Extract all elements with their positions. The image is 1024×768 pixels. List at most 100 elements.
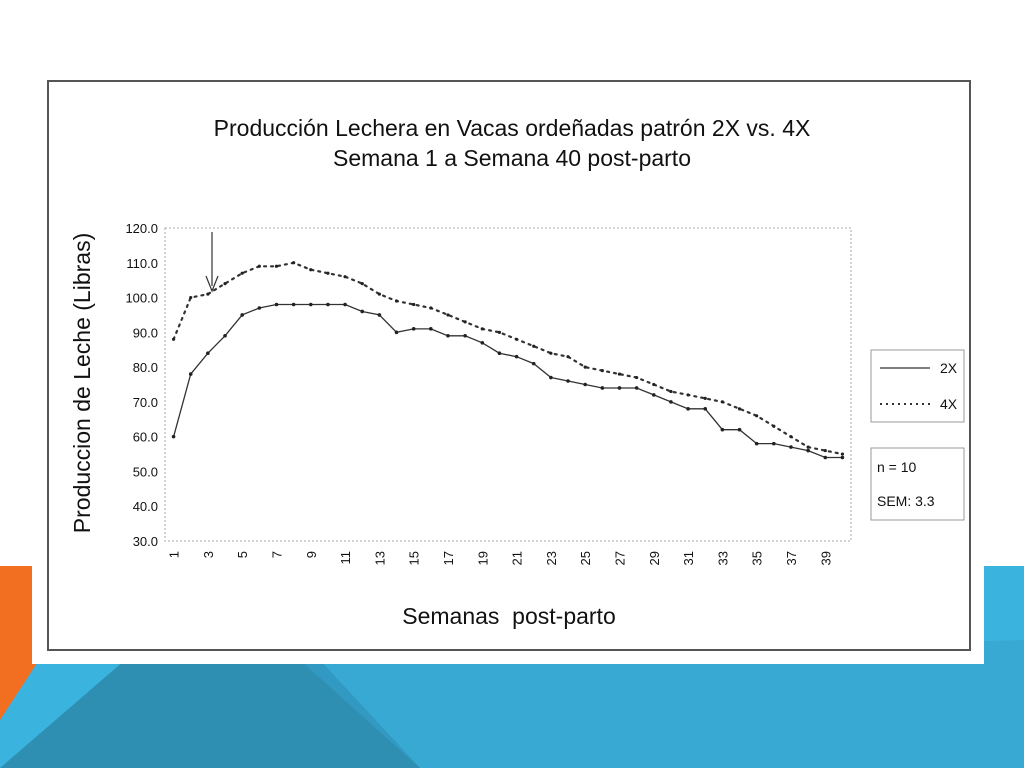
data-point-4x bbox=[703, 396, 707, 401]
arrow-head bbox=[205, 275, 219, 293]
data-point-2x bbox=[806, 448, 810, 453]
dark-blue-triangle-shape bbox=[0, 660, 420, 768]
data-point-2x bbox=[634, 386, 639, 390]
y-tick-label: 40.0 bbox=[133, 499, 158, 514]
y-tick-label: 80.0 bbox=[133, 360, 158, 375]
chart-frame bbox=[47, 80, 971, 651]
data-point-4x bbox=[377, 292, 381, 296]
data-point-4x bbox=[566, 355, 570, 359]
data-point-2x bbox=[600, 386, 605, 390]
data-point-2x bbox=[463, 334, 467, 338]
data-point-4x bbox=[532, 344, 536, 348]
y-tick-label: 70.0 bbox=[133, 395, 158, 410]
data-point-4x bbox=[257, 264, 261, 268]
data-point-4x bbox=[292, 261, 296, 265]
data-point-4x bbox=[463, 320, 467, 324]
data-point-2x bbox=[840, 455, 845, 460]
data-point-2x bbox=[583, 382, 587, 387]
data-point-4x bbox=[635, 375, 639, 380]
series-lines bbox=[171, 261, 845, 460]
x-tick-label: 33 bbox=[715, 551, 730, 565]
data-point-2x bbox=[240, 313, 244, 317]
data-point-2x bbox=[446, 334, 450, 338]
data-point-4x bbox=[223, 282, 227, 286]
y-tick-label: 60.0 bbox=[133, 430, 158, 445]
x-tick-label: 39 bbox=[818, 551, 833, 565]
data-point-4x bbox=[189, 295, 193, 300]
x-tick-label: 3 bbox=[201, 551, 216, 558]
data-point-2x bbox=[720, 427, 725, 432]
data-point-2x bbox=[823, 455, 828, 460]
data-point-2x bbox=[754, 441, 759, 446]
plot-area bbox=[164, 227, 852, 542]
data-point-2x bbox=[669, 400, 673, 404]
data-point-2x bbox=[308, 302, 313, 307]
x-tick-label: 5 bbox=[235, 551, 250, 558]
x-tick-label: 31 bbox=[681, 551, 696, 565]
data-point-2x bbox=[531, 361, 536, 366]
data-point-2x bbox=[257, 306, 262, 310]
x-tick-label: 15 bbox=[407, 551, 422, 565]
x-tick-label: 13 bbox=[372, 551, 387, 565]
y-axis-ticks: 120.0 110.0 100.0 90.0 80.0 70.0 60.0 50.0 40.0 3… bbox=[125, 221, 158, 549]
data-point-2x bbox=[703, 407, 708, 411]
data-point-4x bbox=[360, 282, 364, 286]
legend-label-4x: 4X bbox=[940, 396, 958, 412]
data-point-2x bbox=[291, 302, 296, 307]
chart-subtitle: Semana 1 a Semana 40 post-parto bbox=[333, 145, 691, 171]
data-point-2x bbox=[617, 386, 622, 390]
x-tick-label: 37 bbox=[784, 551, 799, 565]
data-point-2x bbox=[651, 393, 656, 397]
data-point-4x bbox=[274, 264, 279, 268]
data-point-4x bbox=[600, 368, 604, 373]
data-point-4x bbox=[789, 435, 793, 439]
data-point-4x bbox=[652, 382, 656, 387]
data-point-2x bbox=[171, 434, 176, 439]
data-point-4x bbox=[840, 452, 845, 456]
data-point-2x bbox=[188, 372, 193, 376]
data-point-4x bbox=[583, 365, 587, 369]
stats-n: n = 10 bbox=[877, 459, 917, 475]
x-tick-label: 35 bbox=[750, 551, 765, 565]
data-point-2x bbox=[429, 327, 433, 331]
data-point-2x bbox=[326, 302, 330, 307]
data-point-2x bbox=[206, 351, 210, 356]
x-tick-label: 11 bbox=[338, 551, 353, 565]
x-tick-label: 25 bbox=[578, 551, 593, 565]
x-tick-label: 27 bbox=[612, 551, 627, 565]
x-tick-label: 29 bbox=[647, 551, 662, 565]
data-point-2x bbox=[394, 330, 399, 335]
x-tick-label: 23 bbox=[544, 551, 559, 565]
y-tick-label: 90.0 bbox=[133, 325, 158, 340]
data-point-4x bbox=[497, 330, 502, 334]
mid-blue-shape bbox=[300, 640, 1024, 768]
data-point-4x bbox=[206, 292, 210, 296]
data-point-2x bbox=[514, 354, 519, 359]
data-point-4x bbox=[686, 393, 690, 397]
x-tick-label: 21 bbox=[510, 551, 525, 565]
data-point-4x bbox=[772, 424, 776, 428]
data-point-4x bbox=[480, 327, 484, 331]
data-point-2x bbox=[566, 379, 570, 383]
data-point-2x bbox=[360, 309, 365, 314]
series-line-4x bbox=[172, 261, 844, 456]
data-point-4x bbox=[617, 372, 622, 376]
data-point-4x bbox=[806, 445, 810, 449]
data-point-2x bbox=[737, 427, 742, 432]
data-point-4x bbox=[446, 313, 450, 317]
stats-box bbox=[870, 447, 965, 521]
data-point-2x bbox=[549, 375, 553, 380]
x-axis-label: Semanas post-parto bbox=[402, 603, 616, 629]
data-point-2x bbox=[274, 302, 279, 307]
series-line-2x bbox=[172, 303, 843, 459]
data-point-4x bbox=[394, 299, 399, 303]
y-tick-label: 30.0 bbox=[133, 534, 158, 549]
x-tick-label: 7 bbox=[269, 551, 284, 558]
data-point-4x bbox=[755, 414, 759, 418]
stats-sem: SEM: 3.3 bbox=[877, 493, 935, 509]
legend-box bbox=[870, 349, 965, 423]
data-point-2x bbox=[480, 340, 485, 345]
x-tick-label: 9 bbox=[304, 551, 319, 558]
data-point-2x bbox=[497, 351, 502, 356]
x-tick-label: 19 bbox=[475, 551, 490, 565]
